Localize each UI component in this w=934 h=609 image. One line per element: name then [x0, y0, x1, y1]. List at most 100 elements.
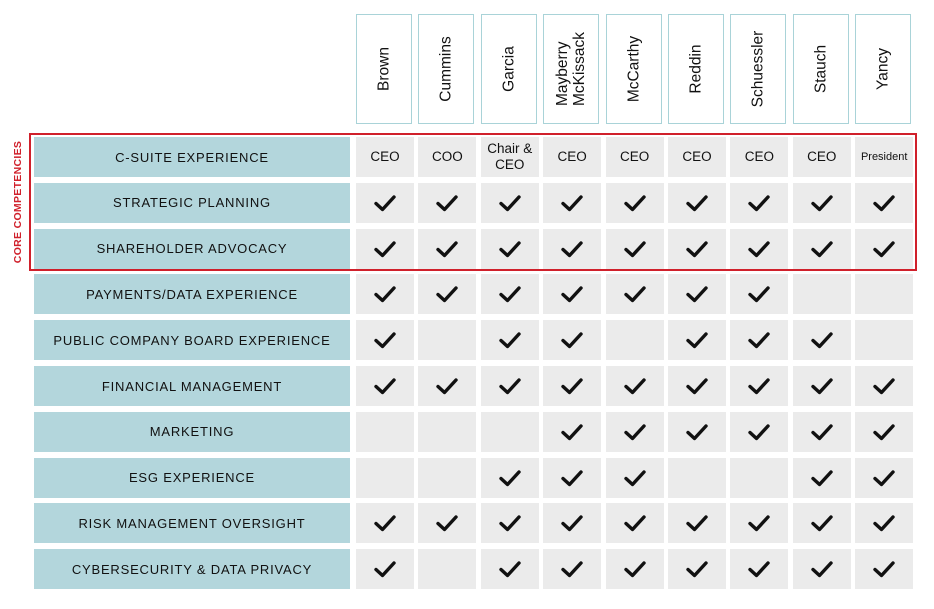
check-icon — [811, 332, 833, 349]
check-icon — [374, 378, 396, 395]
matrix-cell — [792, 274, 851, 315]
check-icon — [748, 561, 771, 578]
check-icon — [623, 469, 646, 486]
check-icon — [748, 240, 771, 257]
director-name: Reddin — [687, 44, 705, 94]
matrix-cell — [668, 457, 726, 498]
matrix-cell — [668, 320, 726, 361]
check-icon — [374, 240, 396, 257]
check-icon — [686, 240, 708, 257]
matrix-cell — [792, 549, 851, 590]
matrix-cell — [356, 228, 414, 269]
matrix-cell — [730, 503, 789, 544]
competency-label-public-company-board-experience: PUBLIC COMPANY BOARD EXPERIENCE — [34, 320, 350, 361]
check-icon — [873, 469, 895, 486]
matrix-cell — [855, 228, 914, 269]
matrix-cell — [480, 182, 539, 223]
competency-label-c-suite-experience: C-SUITE EXPERIENCE — [34, 137, 350, 177]
matrix-cell: CEO — [668, 137, 726, 177]
check-icon — [811, 240, 833, 257]
check-icon — [561, 515, 583, 532]
competency-label-risk-management-oversight: RISK MANAGEMENT OVERSIGHT — [34, 503, 350, 544]
matrix-cell — [480, 457, 539, 498]
matrix-cell — [668, 366, 726, 406]
director-header-cummins: Cummins — [418, 14, 475, 124]
director-header-brown: Brown — [356, 14, 412, 124]
matrix-cell — [730, 549, 789, 590]
check-icon — [811, 561, 833, 578]
check-icon — [748, 332, 771, 349]
check-icon — [811, 378, 833, 395]
matrix-cell — [543, 274, 602, 315]
check-icon — [436, 286, 459, 303]
matrix-cell — [730, 320, 789, 361]
competency-label-payments-data-experience: PAYMENTS/DATA EXPERIENCE — [34, 274, 350, 315]
matrix-cell — [480, 366, 539, 406]
matrix-cell — [668, 549, 726, 590]
check-icon — [623, 195, 646, 211]
matrix-cell — [480, 228, 539, 269]
matrix-cell: CEO — [356, 137, 414, 177]
check-icon — [374, 286, 396, 303]
director-name: Schuessler — [749, 30, 767, 108]
check-icon — [873, 378, 895, 395]
competency-label-marketing: MARKETING — [34, 411, 350, 452]
matrix-cell — [543, 228, 602, 269]
matrix-cell — [730, 366, 789, 406]
check-icon — [436, 195, 459, 211]
matrix-cell — [480, 549, 539, 590]
check-icon — [499, 332, 521, 349]
matrix-cell — [855, 320, 914, 361]
matrix-cell — [855, 457, 914, 498]
check-icon — [623, 424, 646, 440]
check-icon — [499, 469, 521, 486]
matrix-cell — [605, 274, 664, 315]
matrix-cell — [543, 549, 602, 590]
director-header-garcia: Garcia — [480, 14, 537, 124]
check-icon — [499, 286, 521, 303]
matrix-cell — [730, 182, 789, 223]
director-name: Mayberry McKissack — [554, 31, 589, 107]
matrix-cell — [418, 320, 477, 361]
matrix-cell — [668, 274, 726, 315]
competency-label-shareholder-advocacy: SHAREHOLDER ADVOCACY — [34, 228, 350, 269]
check-icon — [436, 378, 459, 395]
check-icon — [623, 378, 646, 395]
matrix-cell — [792, 411, 851, 452]
core-competencies-box — [29, 133, 917, 271]
check-icon — [811, 515, 833, 532]
matrix-cell — [418, 182, 477, 223]
check-icon — [561, 378, 583, 395]
check-icon — [374, 195, 396, 211]
matrix-cell — [543, 182, 602, 223]
matrix-cell — [792, 457, 851, 498]
check-icon — [686, 286, 708, 303]
matrix-cell — [480, 320, 539, 361]
director-name: Cummins — [437, 36, 455, 102]
director-header-reddin: Reddin — [668, 14, 724, 124]
matrix-cell — [730, 228, 789, 269]
check-icon — [873, 424, 895, 440]
check-icon — [811, 424, 833, 440]
matrix-cell — [605, 320, 664, 361]
check-icon — [374, 515, 396, 532]
check-icon — [748, 378, 771, 395]
check-icon — [561, 195, 583, 211]
matrix-cell — [543, 457, 602, 498]
matrix-cell — [855, 549, 914, 590]
matrix-cell: Chair & CEO — [480, 137, 539, 177]
matrix-cell — [855, 411, 914, 452]
matrix-cell — [855, 274, 914, 315]
matrix-cell — [792, 182, 851, 223]
director-name: Brown — [375, 47, 393, 91]
matrix-cell — [668, 228, 726, 269]
check-icon — [811, 195, 833, 211]
check-icon — [748, 195, 771, 211]
matrix-cell — [668, 503, 726, 544]
director-name: Stauch — [812, 44, 830, 94]
director-header-schuessler: Schuessler — [730, 14, 787, 124]
check-icon — [748, 424, 771, 440]
director-header-mayberry-mckissack: Mayberry McKissack — [543, 14, 600, 124]
check-icon — [623, 240, 646, 257]
